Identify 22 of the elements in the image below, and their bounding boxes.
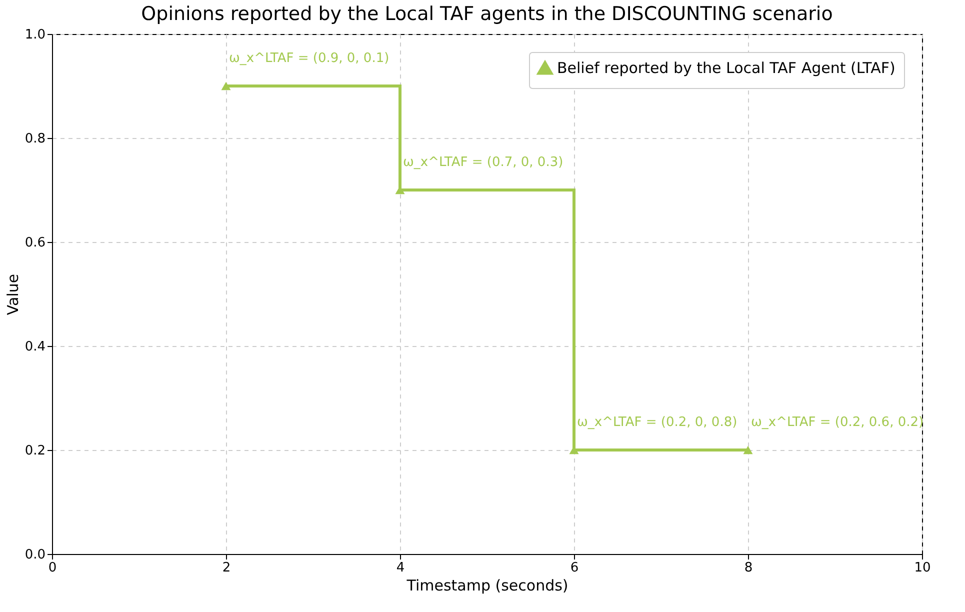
annotation: ω_x^LTAF = (0.7, 0, 0.3) <box>403 155 564 170</box>
x-tick-label: 4 <box>396 560 405 576</box>
annotation: ω_x^LTAF = (0.2, 0, 0.8) <box>577 415 738 430</box>
annotation: ω_x^LTAF = (0.9, 0, 0.1) <box>229 51 390 66</box>
chart-title: Opinions reported by the Local TAF agents in the DISCOUNTING scenario <box>141 3 833 25</box>
y-tick-label: 0.8 <box>24 132 46 146</box>
y-tick-label: 0.2 <box>24 444 46 458</box>
y-tick-label: 0.4 <box>24 340 46 354</box>
x-tick-label: 0 <box>48 560 57 576</box>
y-tick-label: 0.0 <box>24 548 46 562</box>
x-tick-label: 10 <box>914 560 931 576</box>
point <box>743 446 753 454</box>
x-tick-label: 6 <box>570 560 579 576</box>
point <box>221 82 231 90</box>
x-tick-label: 8 <box>744 560 753 576</box>
annotation: ω_x^LTAF = (0.2, 0.6, 0.2) <box>751 415 924 430</box>
y-tick-label: 1.0 <box>24 28 46 42</box>
y-axis-title: Value <box>4 274 22 316</box>
x-axis-title: Timestamp (seconds) <box>406 576 568 594</box>
y-tick-label: 0.6 <box>24 236 46 250</box>
legend-label: Belief reported by the Local TAF Agent (LTAF) <box>557 59 896 77</box>
x-tick-label: 2 <box>222 560 231 576</box>
